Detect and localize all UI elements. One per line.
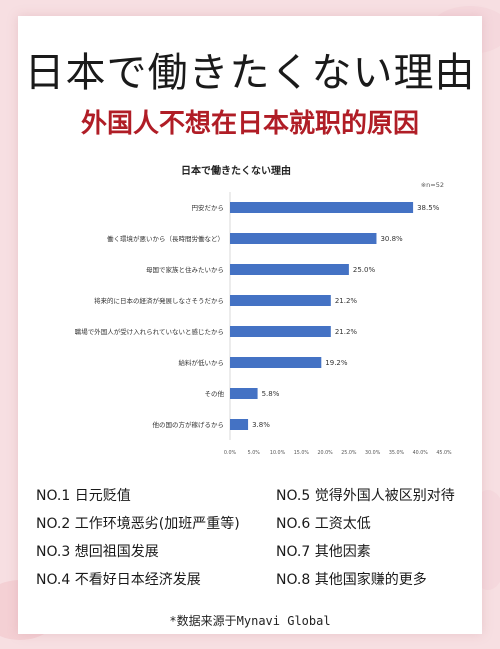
data-label: 3.8% — [252, 421, 270, 429]
x-tick-label: 15.0% — [294, 450, 310, 456]
category-label: 給料が低いから — [179, 358, 225, 367]
bar — [230, 419, 249, 430]
x-tick-label: 30.0% — [365, 450, 381, 456]
bar — [230, 202, 414, 213]
data-label: 21.2% — [335, 328, 358, 336]
category-label: 円安だから — [192, 203, 225, 212]
reason-item-3: NO.3 想回祖国发展 — [36, 544, 159, 560]
bar-chart: 日本で働きたくない理由 ※n=52 円安だから 38.5% 働く環境が悪いから（長時… — [26, 150, 476, 460]
x-tick-label: 45.0% — [436, 450, 452, 456]
page-subtitle: 外国人不想在日本就职的原因 — [80, 109, 419, 139]
bar — [230, 295, 331, 306]
data-source-note: *数据来源于Mynavi Global — [169, 614, 331, 628]
bar — [230, 233, 377, 244]
x-tick-label: 0.0% — [224, 450, 237, 456]
reason-item-5: NO.5 觉得外国人被区别对待 — [276, 488, 455, 504]
bar — [230, 264, 349, 275]
data-label: 25.0% — [353, 266, 376, 274]
x-tick-label: 10.0% — [270, 450, 286, 456]
x-tick-label: 40.0% — [413, 450, 429, 456]
page-title: 日本で働きたくない理由 — [24, 50, 476, 96]
content-card — [18, 16, 482, 634]
x-tick-label: 25.0% — [341, 450, 357, 456]
data-label: 19.2% — [325, 359, 348, 367]
bar — [230, 357, 322, 368]
reason-item-7: NO.7 其他因素 — [276, 544, 371, 560]
reasons-list: NO.1 日元贬值 NO.2 工作环境恶劣(加班严重等) NO.3 想回祖国发展… — [36, 485, 476, 595]
category-label: 将来的に日本の経済が発展しなさそうだから — [94, 296, 224, 305]
data-label: 38.5% — [417, 204, 440, 212]
reason-item-6: NO.6 工资太低 — [276, 516, 371, 532]
data-label: 30.8% — [380, 235, 403, 243]
reason-item-2: NO.2 工作环境恶劣(加班严重等) — [36, 516, 240, 532]
reason-item-4: NO.4 不看好日本经济发展 — [36, 572, 201, 588]
reason-item-8: NO.8 其他国家赚的更多 — [276, 572, 427, 588]
bar — [230, 326, 331, 337]
reason-item-1: NO.1 日元贬值 — [36, 488, 131, 504]
chart-title: 日本で働きたくない理由 — [181, 164, 291, 177]
bar — [230, 388, 258, 399]
x-tick-label: 20.0% — [317, 450, 333, 456]
x-tick-label: 5.0% — [248, 450, 261, 456]
x-tick-label: 35.0% — [389, 450, 405, 456]
chart-sample-note: ※n=52 — [421, 181, 444, 189]
data-label: 21.2% — [335, 297, 358, 305]
category-label: 他の国の方が稼げるから — [153, 420, 225, 429]
category-label: 母国で家族と住みたいから — [146, 265, 224, 274]
bars-group: 円安だから 38.5% 働く環境が悪いから（長時間労働など） 30.8% 母国で家族と住… — [75, 192, 452, 456]
data-label: 5.8% — [262, 390, 280, 398]
bar-chart-svg: 日本で働きたくない理由 ※n=52 円安だから 38.5% 働く環境が悪いから（長時… — [75, 164, 452, 456]
category-label: その他 — [205, 389, 225, 398]
category-label: 職場で外国人が受け入れられていないと感じたから — [75, 327, 224, 336]
category-label: 働く環境が悪いから（長時間労働など） — [107, 234, 224, 243]
